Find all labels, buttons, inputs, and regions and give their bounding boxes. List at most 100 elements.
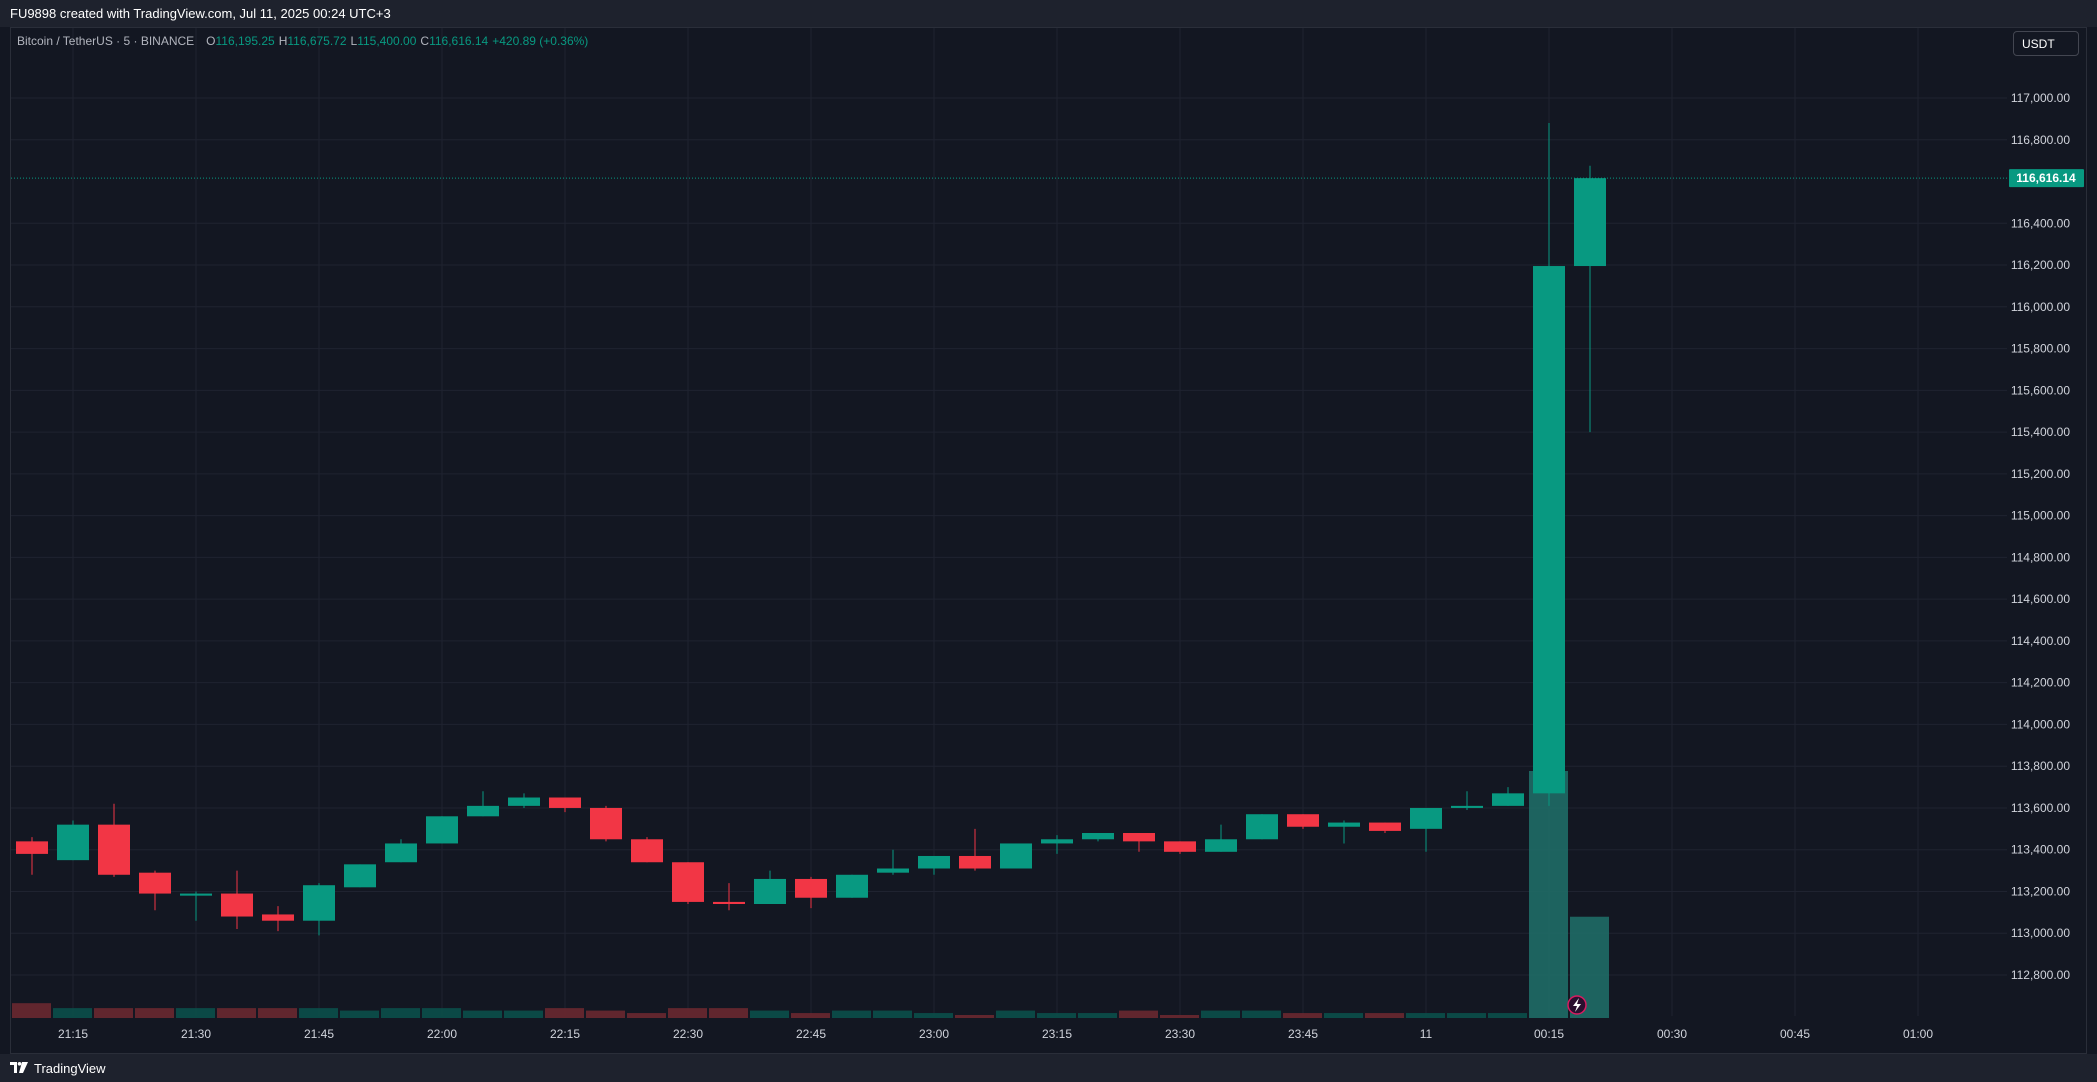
open-value: 116,195.25 xyxy=(215,34,275,48)
close-label: C xyxy=(420,34,430,48)
volume-bar xyxy=(381,1008,420,1018)
y-tick-label: 113,000.00 xyxy=(2011,926,2070,940)
high-value: 116,675.72 xyxy=(287,34,347,48)
candle xyxy=(426,816,458,844)
volume-bar xyxy=(1160,1015,1199,1018)
currency-label: USDT xyxy=(2022,36,2055,51)
close-value: 116,616.14 xyxy=(429,34,489,48)
candle-body xyxy=(57,824,89,861)
volume-bar xyxy=(1488,1013,1527,1018)
candle-body xyxy=(877,868,909,873)
volume-bar xyxy=(217,1008,256,1018)
x-tick-label: 01:00 xyxy=(1903,1027,1933,1041)
volume-bar xyxy=(1406,1013,1445,1018)
candle-body xyxy=(98,824,130,875)
candle xyxy=(303,883,335,936)
candle xyxy=(180,891,212,921)
candle xyxy=(508,793,540,808)
volume-bar xyxy=(873,1010,912,1018)
candle-body xyxy=(1451,805,1483,808)
candle-body xyxy=(836,874,868,898)
x-tick-label: 23:00 xyxy=(919,1027,949,1041)
symbol-label[interactable]: Bitcoin / TetherUS · 5 · BINANCE xyxy=(17,34,195,48)
x-tick-label: 21:15 xyxy=(58,1027,88,1041)
y-tick-label: 115,200.00 xyxy=(2011,467,2070,481)
candle-body xyxy=(180,893,212,896)
candle xyxy=(795,876,827,909)
candle xyxy=(221,870,253,930)
x-tick-label: 22:00 xyxy=(427,1027,457,1041)
lightning-icon-bolt xyxy=(1573,998,1581,1012)
candle-body xyxy=(508,797,540,806)
candle-body xyxy=(549,797,581,808)
volume-bar xyxy=(586,1010,625,1018)
volume-bar xyxy=(1283,1013,1322,1018)
candle-body xyxy=(713,901,745,905)
candle-body xyxy=(344,864,376,888)
last-price-badge xyxy=(2009,169,2084,188)
y-tick-label: 113,200.00 xyxy=(2011,884,2070,898)
candle-body xyxy=(1533,266,1565,794)
candle xyxy=(713,883,745,911)
candle xyxy=(549,797,581,813)
volume-bar xyxy=(750,1010,789,1018)
volume-bar xyxy=(955,1015,994,1018)
low-value: 115,400.00 xyxy=(357,34,417,48)
candle-body xyxy=(1410,807,1442,829)
time-axis: 21:15 21:30 21:45 22:00 22:15 22:30 22:45 23:00… xyxy=(58,1027,1933,1041)
volume-bar xyxy=(1037,1013,1076,1018)
y-tick-label: 114,800.00 xyxy=(2011,550,2070,564)
x-tick-label: 22:45 xyxy=(796,1027,826,1041)
y-tick-label: 115,400.00 xyxy=(2011,425,2070,439)
volume-bar xyxy=(94,1008,133,1018)
volume-bar xyxy=(176,1008,215,1018)
volume-bar xyxy=(709,1008,748,1018)
candle-body xyxy=(303,885,335,921)
volume-bar xyxy=(668,1008,707,1018)
lightning-icon xyxy=(1567,995,1587,1015)
last-price-label: 116,616.14 xyxy=(2016,171,2076,185)
volume-bar xyxy=(135,1008,174,1018)
candle xyxy=(1205,824,1237,852)
volume-bar xyxy=(791,1013,830,1018)
ohlc-legend: Bitcoin / TetherUS · 5 · BINANCE O116,19… xyxy=(17,34,588,48)
candle xyxy=(672,862,704,905)
candle-body xyxy=(1328,822,1360,827)
candle xyxy=(1287,814,1319,829)
x-tick-label: 00:45 xyxy=(1780,1027,1810,1041)
candle-body xyxy=(467,805,499,817)
candle xyxy=(1451,791,1483,811)
x-tick-label: 23:45 xyxy=(1288,1027,1318,1041)
currency-button[interactable]: USDT xyxy=(2013,31,2079,56)
volume-bar xyxy=(422,1008,461,1018)
y-tick-label: 115,800.00 xyxy=(2011,342,2070,356)
candle xyxy=(262,906,294,932)
y-tick-label: 116,200.00 xyxy=(2011,258,2070,272)
y-tick-label: 116,800.00 xyxy=(2011,133,2070,147)
candle xyxy=(16,837,48,875)
x-tick-label: 21:45 xyxy=(304,1027,334,1041)
candle xyxy=(1000,843,1032,869)
candle xyxy=(1492,787,1524,806)
candle-body xyxy=(262,914,294,921)
volume-bar xyxy=(1365,1013,1404,1018)
candle xyxy=(1574,165,1606,433)
volume-bar xyxy=(914,1013,953,1018)
candle-body xyxy=(221,893,253,917)
candle xyxy=(1082,833,1114,842)
candle xyxy=(1369,822,1401,834)
y-tick-label: 115,600.00 xyxy=(2011,383,2070,397)
candle xyxy=(1041,835,1073,854)
volume-bar xyxy=(545,1008,584,1018)
candle xyxy=(836,874,868,898)
volume-bar xyxy=(1201,1010,1240,1018)
candle-body xyxy=(1287,814,1319,827)
volume-bar xyxy=(996,1010,1035,1018)
footer-bar: TradingView xyxy=(0,1054,2097,1082)
x-tick-label: 23:30 xyxy=(1165,1027,1195,1041)
tradingview-logo-icon xyxy=(10,1062,28,1073)
volume-bar xyxy=(504,1010,543,1018)
candle xyxy=(1410,807,1442,852)
x-tick-label: 11 xyxy=(1420,1027,1433,1041)
